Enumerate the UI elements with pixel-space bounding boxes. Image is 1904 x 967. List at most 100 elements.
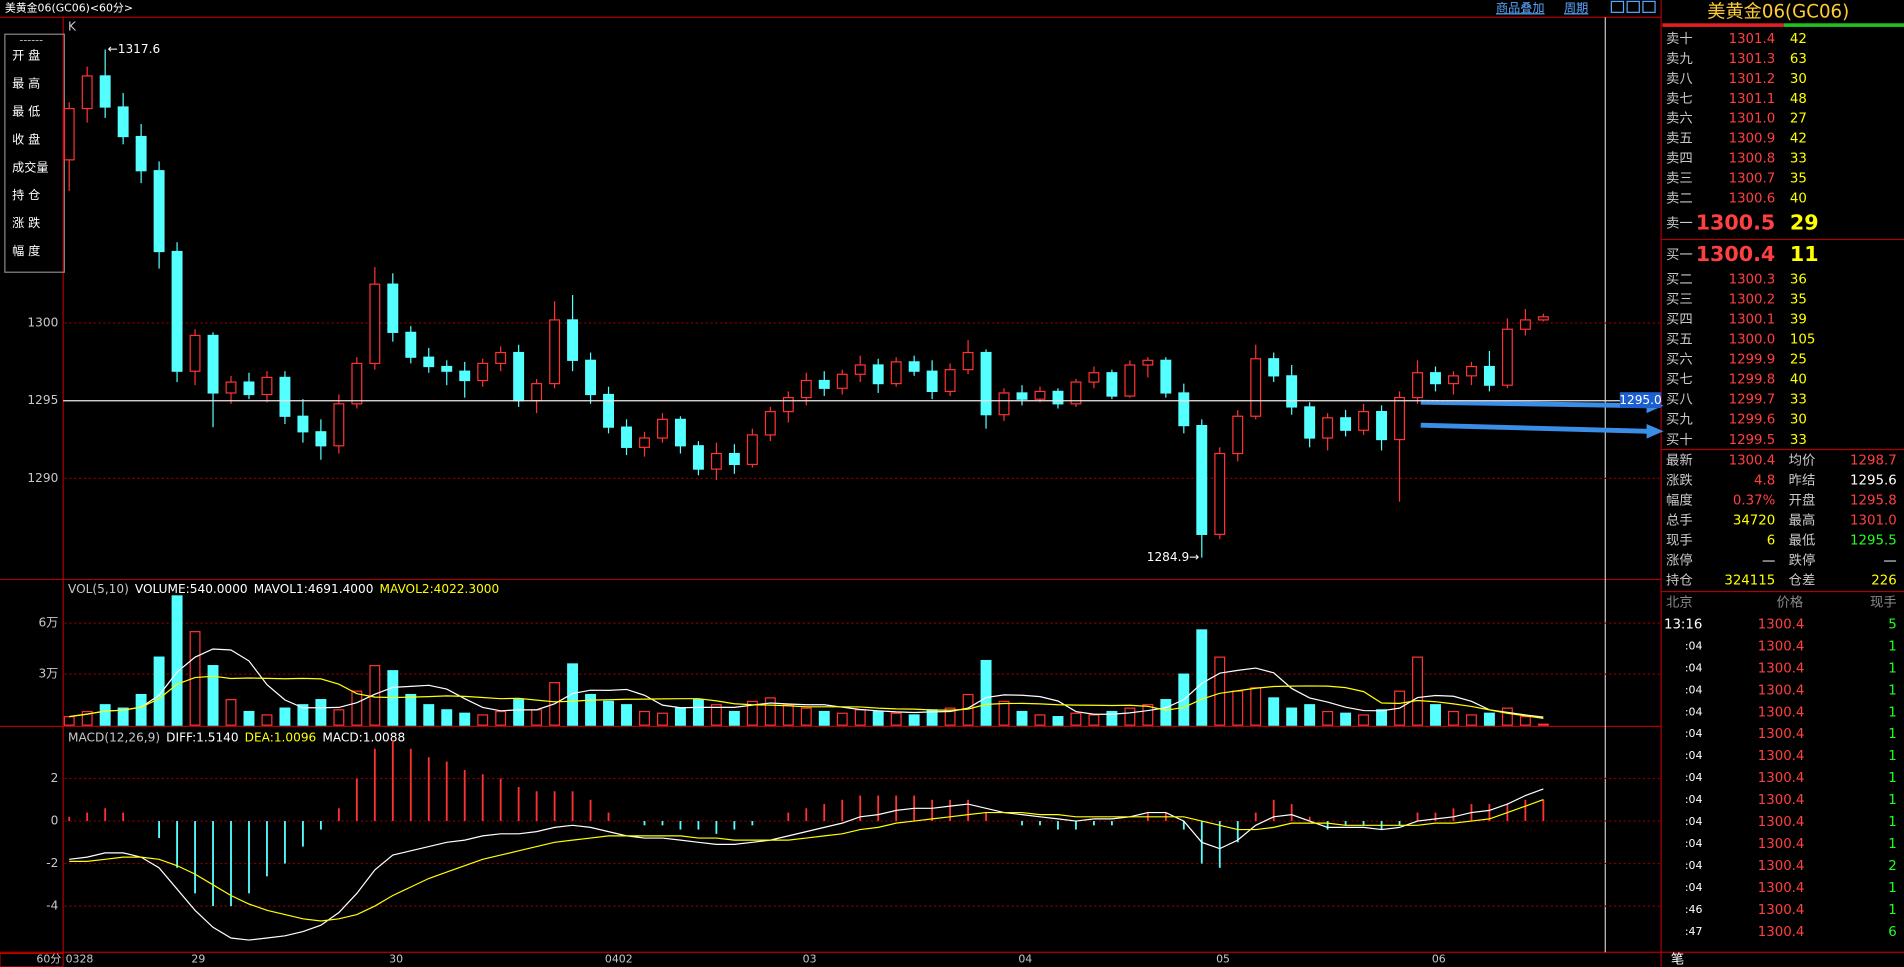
candle-body: [567, 319, 579, 361]
candle-body: [1016, 392, 1028, 400]
icon-button[interactable]: [1626, 0, 1640, 13]
crosshair-label-box: [1619, 392, 1662, 409]
candle-body: [1501, 328, 1513, 386]
volume-bar: [1430, 704, 1441, 726]
macd-line: [69, 788, 1544, 941]
candle-body: [890, 361, 902, 385]
volume-bar: [441, 709, 453, 726]
stat-label: 总手: [1666, 513, 1693, 529]
tick-time: :04: [1685, 859, 1703, 872]
stat-label: 最高: [1789, 512, 1816, 529]
candle-body: [441, 365, 453, 372]
volume-bar: [567, 663, 579, 726]
overlay-link[interactable]: 商品叠加: [1496, 0, 1545, 15]
tick-time: :47: [1685, 925, 1703, 938]
candle-body: [135, 135, 147, 172]
volume-bar: [692, 699, 704, 726]
volume-bar: [513, 699, 525, 726]
volume-bar: [171, 595, 183, 726]
book-price: 1300.1: [1729, 313, 1776, 328]
y-tick-label: 6万: [38, 616, 58, 630]
candle-body: [81, 75, 93, 110]
volume-bar: [477, 714, 489, 726]
volume-bar: [890, 712, 902, 726]
macd-line: [69, 799, 1544, 922]
y-tick-label: 1290: [27, 471, 58, 485]
legend-title: MACD(12,26,9): [68, 730, 160, 744]
candle-body: [872, 364, 884, 385]
candle-body: [1070, 381, 1082, 405]
volume-bar: [980, 659, 992, 726]
volume-bar: [1160, 699, 1172, 726]
legend-entry: DEA:1.0096: [245, 730, 317, 744]
book-price: 1301.0: [1729, 112, 1776, 127]
candle-body: [315, 431, 327, 447]
volume-bar: [297, 704, 309, 726]
book-qty: 105: [1790, 333, 1815, 348]
tick-qty: 1: [1888, 727, 1897, 742]
info-label: 涨 跌: [12, 215, 40, 230]
volume-bar: [746, 700, 758, 726]
y-tick-label: 3万: [38, 667, 58, 681]
candle-body: [351, 362, 363, 405]
tick-price: 1300.4: [1758, 881, 1805, 896]
candle-body: [1268, 358, 1280, 377]
arrow-head: [1646, 424, 1664, 439]
book-label: 买十: [1666, 432, 1693, 448]
tick-price: 1300.4: [1758, 771, 1805, 786]
volume-bar: [764, 697, 776, 726]
icon-button[interactable]: [1642, 0, 1656, 13]
book-qty: 27: [1790, 112, 1807, 127]
x-tick-label: 04: [1018, 953, 1032, 966]
volume-bar: [1519, 716, 1531, 726]
book-label: 卖五: [1666, 131, 1693, 147]
tick-price: 1300.4: [1758, 683, 1805, 698]
candle-body: [800, 379, 812, 399]
candle-body: [674, 418, 686, 447]
info-label: 开 盘: [12, 48, 40, 63]
book-qty: 35: [1790, 293, 1807, 308]
volume-bar: [1376, 709, 1388, 726]
candle-body: [944, 369, 956, 392]
tick-qty: 1: [1888, 639, 1897, 654]
volume-bar: [1465, 714, 1477, 726]
tick-qty: 1: [1888, 771, 1897, 786]
info-label: 收 盘: [12, 131, 40, 146]
crosshair-label: 1295.0: [1619, 393, 1661, 407]
tick-price: 1300.4: [1758, 727, 1805, 742]
stat-label: 仓差: [1789, 573, 1816, 589]
footer-tab[interactable]: 笔: [1671, 952, 1684, 967]
stat-value: 34720: [1733, 514, 1775, 529]
book-label: 卖九: [1666, 51, 1693, 67]
tick-time: :04: [1685, 705, 1703, 718]
candle-body: [1430, 372, 1441, 385]
volume-bar: [836, 712, 848, 726]
volume-bar: [243, 710, 255, 726]
candle-body: [962, 351, 974, 371]
book-price: 1300.6: [1729, 191, 1776, 206]
candle-body: [1465, 365, 1477, 377]
info-separator: ------: [19, 33, 43, 46]
book-qty: 11: [1790, 242, 1819, 266]
volume-bar: [674, 707, 686, 726]
candle-body: [764, 410, 776, 436]
book-price: 1299.6: [1729, 413, 1776, 428]
volume-bar: [99, 704, 111, 726]
icon-button[interactable]: [1610, 0, 1625, 13]
period-link[interactable]: 周期: [1564, 1, 1588, 15]
book-qty: 40: [1790, 373, 1807, 388]
arrow: [1420, 399, 1650, 409]
book-price: 1300.5: [1696, 211, 1776, 235]
book-label: 买二: [1666, 272, 1693, 288]
tick-time: :04: [1685, 661, 1703, 674]
tick-qty: 2: [1888, 859, 1897, 874]
tick-qty: 1: [1888, 683, 1897, 698]
candle-body: [297, 415, 309, 433]
stat-label: 开盘: [1789, 492, 1816, 509]
book-label: 卖八: [1666, 71, 1693, 87]
tick-price: 1300.4: [1758, 837, 1805, 852]
book-qty: 33: [1790, 393, 1807, 408]
stat-label: 跌停: [1789, 552, 1816, 569]
stat-value: 1295.5: [1850, 534, 1897, 549]
volume-bar: [782, 704, 794, 726]
